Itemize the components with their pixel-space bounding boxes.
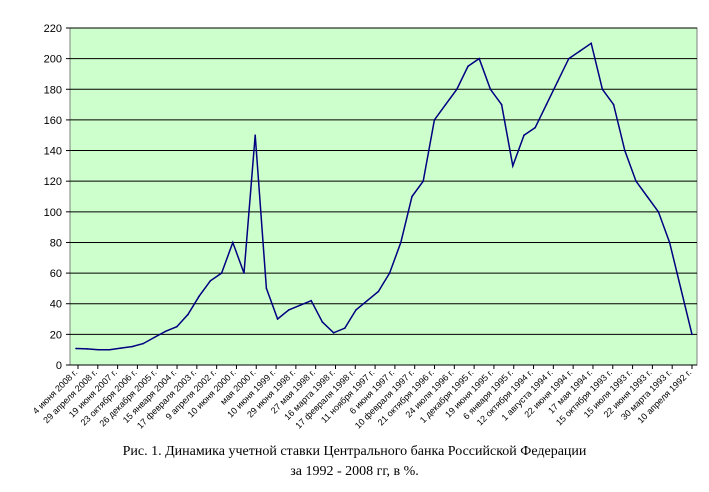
chart: 0 20 40 60 80 100 120 140 160 180 200 220 4 июня 20… [31, 23, 698, 431]
data-point [366, 299, 369, 302]
y-tick-label: 220 [44, 23, 62, 35]
y-tick-label: 60 [50, 268, 62, 280]
data-point [220, 272, 223, 274]
data-point [377, 290, 380, 293]
data-point [489, 88, 492, 91]
data-point [624, 149, 626, 152]
y-tick-label: 120 [44, 176, 62, 188]
data-point [523, 134, 525, 137]
data-point [612, 103, 615, 106]
data-point [176, 325, 178, 328]
data-point [299, 304, 301, 307]
data-point [310, 299, 313, 302]
data-point [344, 327, 346, 330]
data-point [478, 57, 481, 60]
data-point [142, 342, 144, 345]
y-tick-label: 160 [44, 115, 62, 127]
data-point [153, 336, 156, 339]
data-point [86, 348, 88, 350]
y-axis-ticks: 0 20 40 60 80 100 120 140 160 180 200 220 [44, 23, 70, 372]
data-point [97, 348, 100, 351]
data-point [691, 333, 693, 336]
data-point [534, 126, 536, 129]
y-tick-label: 40 [50, 299, 62, 311]
data-point [590, 42, 592, 45]
y-tick-label: 140 [44, 146, 62, 158]
data-point [646, 195, 648, 198]
data-point [243, 272, 245, 274]
data-point [568, 57, 570, 60]
data-point [108, 348, 111, 351]
data-point [288, 309, 290, 311]
data-point [467, 65, 469, 68]
y-tick-label: 180 [44, 84, 62, 96]
data-point [444, 103, 447, 106]
data-points [75, 42, 693, 351]
data-point [321, 321, 324, 323]
y-tick-label: 200 [44, 54, 62, 66]
data-point [164, 330, 167, 333]
data-point [433, 119, 436, 121]
data-point [556, 80, 559, 83]
data-point [668, 241, 671, 244]
data-point [276, 318, 279, 320]
data-point [500, 103, 503, 106]
data-point [512, 165, 514, 167]
series-line [75, 42, 693, 351]
data-point [232, 241, 234, 244]
y-tick-label: 100 [44, 207, 62, 219]
figure-caption-line-1: Рис. 1. Динамика учетной ставки Централь… [122, 444, 587, 459]
data-point [198, 295, 200, 297]
data-point [254, 134, 256, 137]
data-point [355, 309, 357, 311]
data-point [388, 272, 391, 274]
data-point [131, 345, 133, 348]
data-point [579, 50, 581, 52]
x-axis-ticks: 4 июня 2008 г.29 апреля 2008 г.19 июня 2… [31, 365, 693, 431]
y-tick-label: 80 [50, 237, 62, 249]
data-point [332, 332, 335, 334]
data-point [411, 195, 413, 198]
gridlines [70, 27, 697, 366]
data-point [120, 347, 122, 349]
figure-caption-line-2: за 1992 - 2008 гг, в %. [290, 464, 419, 479]
data-point [456, 88, 458, 91]
data-point [422, 180, 425, 182]
plot-area [69, 27, 698, 366]
data-point [265, 287, 268, 290]
data-point [75, 347, 77, 350]
data-point [601, 88, 604, 91]
data-point [187, 313, 189, 316]
data-point [680, 287, 682, 290]
data-point [635, 180, 637, 182]
data-point [545, 103, 548, 106]
data-point [657, 211, 660, 213]
data-point [209, 279, 212, 282]
data-point [400, 241, 402, 244]
y-tick-label: 0 [56, 360, 62, 372]
y-tick-label: 20 [50, 329, 62, 341]
